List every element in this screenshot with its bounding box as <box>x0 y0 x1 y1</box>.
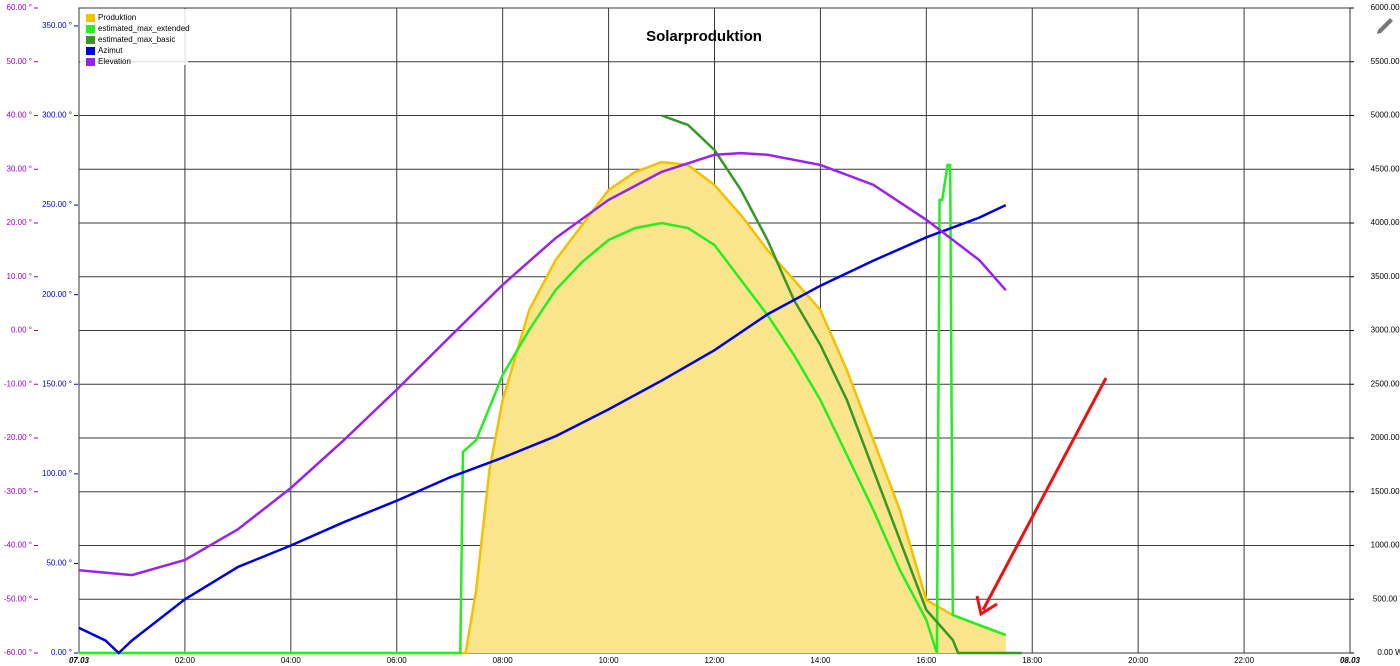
x-tick-label: 10:00 <box>599 656 620 665</box>
legend-swatch <box>86 25 95 33</box>
annotation-arrow <box>981 377 1108 611</box>
y2-tick-label: 0.00 W <box>1377 648 1400 657</box>
legend-swatch <box>86 47 95 55</box>
y2-tick-label: 4000.00 W <box>1371 218 1400 227</box>
annotation-arrow-head <box>975 595 998 617</box>
y2-tick-label: 2000.00 W <box>1371 433 1400 442</box>
y3-tick-label: 250.00 ° <box>42 200 72 209</box>
x-tick-label: 08:00 <box>493 656 514 665</box>
area <box>79 162 1006 654</box>
series-line <box>661 114 1022 655</box>
legend-swatch <box>86 36 95 44</box>
y-tick-label: 60.00 ° <box>7 3 32 12</box>
y2-tick-label: 3000.00 W <box>1371 326 1400 335</box>
y-tick-label: -50.00 ° <box>4 594 32 603</box>
y2-tick-label: 2500.00 W <box>1371 379 1400 388</box>
y3-tick-label: 300.00 ° <box>42 111 72 120</box>
x-tick-label: 20:00 <box>1128 656 1149 665</box>
x-tick-label: 08.03 <box>1340 656 1361 665</box>
y-tick-label: 40.00 ° <box>7 111 32 120</box>
ticks: 07.03 02:00 04:00 06:00 08:00 10:00 12:00 14:00… <box>4 3 1400 665</box>
y-tick-label: 10.00 ° <box>7 272 32 281</box>
x-tick-label: 22:00 <box>1234 656 1255 665</box>
y2-tick-label: 3500.00 W <box>1371 272 1400 281</box>
y2-tick-label: 1500.00 W <box>1371 487 1400 496</box>
y2-tick-label: 4500.00 W <box>1371 164 1400 173</box>
y-tick-label: -20.00 ° <box>4 433 32 442</box>
x-tick-label: 04:00 <box>281 656 302 665</box>
y-tick-label: -40.00 ° <box>4 541 32 550</box>
legend-swatch <box>86 58 95 66</box>
x-tick-label: 14:00 <box>810 656 831 665</box>
y2-tick-label: 5000.00 W <box>1371 111 1400 120</box>
y-tick-label: 0.00 ° <box>11 326 32 335</box>
x-tick-label: 02:00 <box>175 656 196 665</box>
y-tick-label: -30.00 ° <box>4 487 32 496</box>
legend-swatch <box>86 14 95 22</box>
x-tick-label: 06:00 <box>387 656 408 665</box>
marks <box>78 114 1022 655</box>
y-tick-label: 30.00 ° <box>7 164 32 173</box>
x-tick-label: 16:00 <box>916 656 937 665</box>
y3-tick-label: 150.00 ° <box>42 379 72 388</box>
series-line <box>78 151 1007 577</box>
series-line <box>79 160 1007 655</box>
y-tick-label: 20.00 ° <box>7 218 32 227</box>
y2-tick-label: 6000.00 W <box>1371 3 1400 12</box>
x-tick-label: 07.03 <box>69 656 90 665</box>
x-tick-label: 18:00 <box>1022 656 1043 665</box>
y2-tick-label: 5500.00 W <box>1371 57 1400 66</box>
y3-tick-label: 0.00 ° <box>51 648 72 657</box>
legend-label: estimated_max_basic <box>98 35 175 44</box>
legend-label: estimated_max_extended <box>98 24 190 33</box>
y-tick-label: -10.00 ° <box>4 379 32 388</box>
series-line <box>78 203 1007 655</box>
legend-label: Azimut <box>98 46 123 55</box>
y-tick-label: 50.00 ° <box>7 57 32 66</box>
y3-tick-label: 200.00 ° <box>42 290 72 299</box>
edit-icon[interactable] <box>1377 18 1393 34</box>
legend-label: Produktion <box>98 13 136 22</box>
legend-box <box>80 9 188 65</box>
legend: Produktion estimated_max_extended estimate… <box>86 13 190 66</box>
y2-tick-label: 500.00 W <box>1373 594 1400 603</box>
y-tick-label: -60.00 ° <box>4 648 32 657</box>
y3-tick-label: 50.00 ° <box>47 559 72 568</box>
y2-tick-label: 1000.00 W <box>1371 541 1400 550</box>
y3-tick-label: 100.00 ° <box>42 469 72 478</box>
legend-label: Elevation <box>98 57 131 66</box>
y3-tick-label: 350.00 ° <box>42 21 72 30</box>
x-tick-label: 12:00 <box>704 656 725 665</box>
chart-title: Solarproduktion <box>646 28 762 45</box>
